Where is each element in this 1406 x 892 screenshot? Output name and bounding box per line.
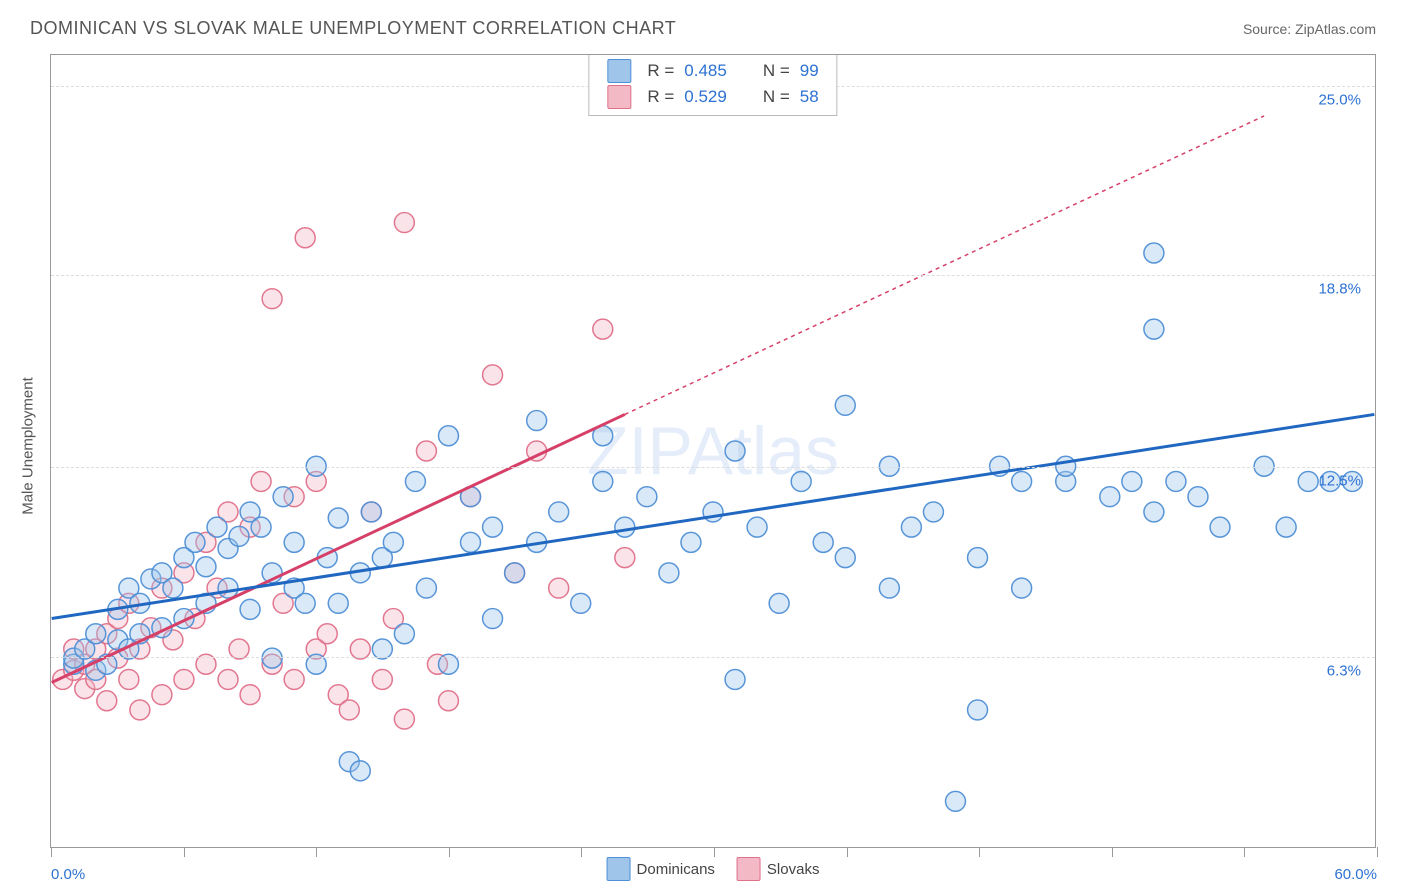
y-axis-label: Male Unemployment [19, 377, 36, 515]
y-tick-label: 18.8% [1318, 280, 1361, 297]
x-legend: Dominicans Slovaks [607, 857, 820, 881]
chart-header: DOMINICAN VS SLOVAK MALE UNEMPLOYMENT CO… [30, 18, 1376, 39]
r-label: R = [647, 87, 674, 107]
n-value: 99 [800, 61, 819, 81]
stats-row-slovaks: R = 0.529 N = 58 [607, 85, 818, 109]
stats-row-dominicans: R = 0.485 N = 99 [607, 59, 818, 83]
y-tick-label: 25.0% [1318, 91, 1361, 108]
legend-label: Dominicans [637, 861, 715, 878]
n-label: N = [763, 61, 790, 81]
y-tick-label: 6.3% [1327, 662, 1361, 679]
chart-title: DOMINICAN VS SLOVAK MALE UNEMPLOYMENT CO… [30, 18, 676, 39]
stats-legend-box: R = 0.485 N = 99 R = 0.529 N = 58 [588, 55, 837, 116]
swatch-dominicans-icon [607, 857, 631, 881]
chart-area: R = 0.485 N = 99 R = 0.529 N = 58 ZIPAtl… [50, 54, 1376, 848]
n-value: 58 [800, 87, 819, 107]
r-value: 0.485 [684, 61, 727, 81]
swatch-slovaks-icon [737, 857, 761, 881]
legend-item-slovaks: Slovaks [737, 857, 820, 881]
swatch-slovaks-icon [607, 85, 631, 109]
legend-item-dominicans: Dominicans [607, 857, 715, 881]
scatter-plot [51, 55, 1375, 847]
legend-label: Slovaks [767, 861, 820, 878]
y-tick-label: 12.5% [1318, 473, 1361, 490]
swatch-dominicans-icon [607, 59, 631, 83]
x-tick-label: 60.0% [1334, 866, 1377, 883]
x-tick-label: 0.0% [51, 866, 85, 883]
source-label: Source: ZipAtlas.com [1243, 21, 1376, 37]
n-label: N = [763, 87, 790, 107]
r-value: 0.529 [684, 87, 727, 107]
r-label: R = [647, 61, 674, 81]
